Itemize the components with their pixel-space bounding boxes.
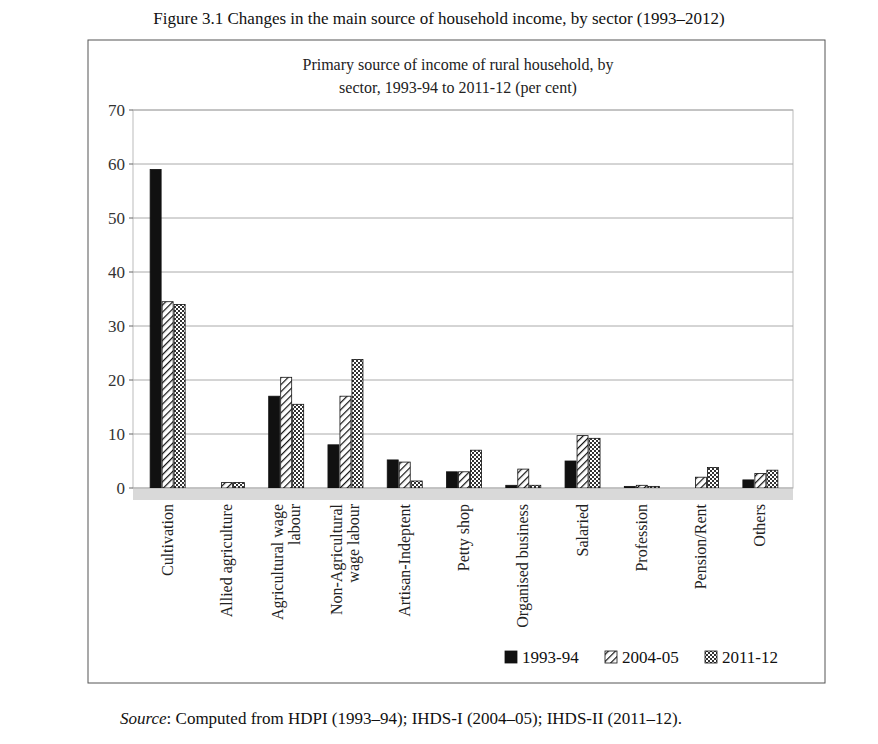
bar bbox=[577, 436, 588, 488]
grid-line bbox=[133, 218, 793, 219]
tick-mark bbox=[129, 434, 133, 435]
bar bbox=[530, 485, 541, 488]
grid-line bbox=[133, 326, 793, 327]
y-tick-label: 10 bbox=[108, 425, 125, 444]
x-tick-label: Pension/Rent bbox=[692, 503, 709, 589]
figure-caption: Figure 3.1 Changes in the main source of… bbox=[153, 9, 724, 28]
tick-mark bbox=[129, 488, 133, 489]
bar bbox=[150, 169, 161, 488]
tick-mark bbox=[129, 164, 133, 165]
bar bbox=[340, 396, 351, 488]
grid-line bbox=[133, 272, 793, 273]
bar bbox=[684, 488, 695, 489]
bar bbox=[696, 477, 707, 488]
bar bbox=[162, 302, 173, 488]
bar bbox=[281, 377, 292, 488]
x-tick-label: Agricultural wagelabour bbox=[269, 503, 303, 620]
bar bbox=[447, 472, 458, 488]
bar bbox=[269, 396, 280, 488]
tick-mark bbox=[129, 326, 133, 327]
legend-label: 1993-94 bbox=[522, 648, 579, 667]
legend-label: 2004-05 bbox=[622, 648, 679, 667]
tick-mark bbox=[129, 272, 133, 273]
bar bbox=[233, 483, 244, 488]
grid-line bbox=[133, 380, 793, 381]
y-tick-label: 70 bbox=[108, 101, 125, 120]
bar bbox=[352, 359, 363, 488]
bar bbox=[518, 469, 529, 488]
legend-swatch bbox=[705, 651, 717, 663]
grid-line bbox=[133, 164, 793, 165]
tick-mark bbox=[129, 218, 133, 219]
y-tick-label: 20 bbox=[108, 371, 125, 390]
x-tick-label: Organised business bbox=[514, 504, 532, 628]
x-tick-label: Petty shop bbox=[455, 504, 473, 571]
grid-line bbox=[133, 434, 793, 435]
x-tick-label: Cultivation bbox=[159, 504, 176, 576]
bars bbox=[150, 169, 778, 488]
grid-line bbox=[133, 110, 793, 111]
bar bbox=[411, 481, 422, 488]
axis-band bbox=[133, 488, 793, 500]
bar bbox=[506, 485, 517, 488]
legend-swatch bbox=[505, 651, 517, 663]
x-tick-label: Profession bbox=[633, 504, 650, 572]
bar bbox=[209, 488, 220, 489]
bar bbox=[387, 460, 398, 488]
chart-title: Primary source of income of rural househ… bbox=[302, 56, 613, 97]
x-tick-label: Artisan-Indeptent bbox=[396, 503, 414, 616]
bar bbox=[755, 473, 766, 488]
x-tick-label: Non-Agriculturalwage labour bbox=[328, 503, 363, 615]
legend-label: 2011-12 bbox=[722, 648, 778, 667]
bar bbox=[589, 438, 600, 488]
plot-area bbox=[133, 110, 793, 488]
x-tick-label: Others bbox=[751, 504, 768, 547]
chart-frame bbox=[88, 40, 825, 683]
bar bbox=[767, 470, 778, 488]
tick-mark bbox=[129, 110, 133, 111]
bar bbox=[293, 404, 304, 488]
bar bbox=[328, 445, 339, 488]
y-tick-label: 0 bbox=[117, 479, 126, 498]
bar bbox=[624, 486, 635, 488]
tick-mark bbox=[129, 380, 133, 381]
bar bbox=[174, 304, 185, 488]
bar bbox=[708, 467, 719, 488]
y-tick-label: 40 bbox=[108, 263, 125, 282]
source-note: Source: Computed from HDPI (1993–94); IH… bbox=[120, 709, 682, 728]
y-tick-label: 50 bbox=[108, 209, 125, 228]
y-tick-label: 30 bbox=[108, 317, 125, 336]
x-tick-label: Salaried bbox=[574, 504, 591, 556]
bar bbox=[459, 472, 470, 488]
bar bbox=[565, 461, 576, 488]
y-tick-label: 60 bbox=[108, 155, 125, 174]
legend-swatch bbox=[605, 651, 617, 663]
bar bbox=[399, 462, 410, 488]
bar bbox=[743, 480, 754, 488]
chart-svg: Figure 3.1 Changes in the main source of… bbox=[0, 0, 878, 744]
bar bbox=[648, 486, 659, 488]
bar bbox=[636, 485, 647, 488]
bar bbox=[471, 450, 482, 488]
x-tick-label: Allied agriculture bbox=[218, 504, 236, 617]
bar bbox=[221, 483, 232, 488]
